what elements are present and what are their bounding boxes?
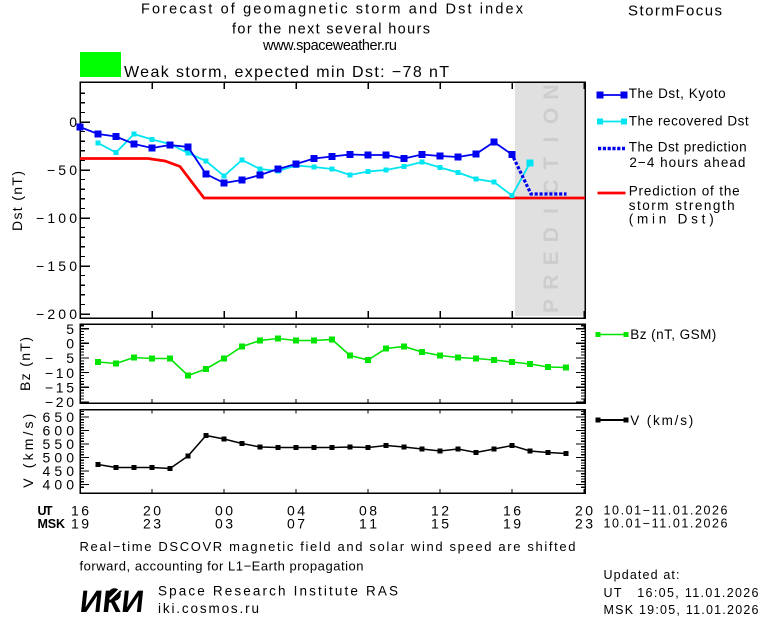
svg-text:UT 16:05, 11.01.2026: UT 16:05, 11.01.2026 [604, 586, 759, 600]
svg-text:5: 5 [66, 321, 74, 337]
svg-text:StormFocus: StormFocus [628, 3, 722, 20]
svg-text:The Dst, Kyoto: The Dst, Kyoto [629, 86, 726, 101]
svg-text:storm strength: storm strength [629, 198, 735, 213]
svg-text:for the next several hours: for the next several hours [232, 21, 430, 37]
svg-text:Space Research Institute RAS: Space Research Institute RAS [158, 584, 398, 599]
svg-text:I: I [540, 208, 563, 214]
svg-text:UT: UT [38, 504, 53, 518]
svg-text:−20: −20 [45, 394, 74, 410]
svg-text:www.spaceweather.ru: www.spaceweather.ru [262, 38, 397, 54]
svg-text:−50: −50 [47, 162, 77, 178]
svg-text:T: T [540, 157, 563, 170]
svg-text:2−4 hours ahead: 2−4 hours ahead [629, 155, 745, 170]
svg-text:C: C [540, 180, 563, 195]
svg-text:V (km/s): V (km/s) [630, 413, 693, 428]
svg-text:MSK 19:05, 11.01.2026: MSK 19:05, 11.01.2026 [604, 603, 759, 617]
svg-text:10.01−11.01.2026: 10.01−11.01.2026 [604, 517, 728, 531]
svg-text:The recovered Dst: The recovered Dst [629, 114, 749, 129]
svg-text:0: 0 [69, 114, 77, 130]
svg-text:Dst (nT): Dst (nT) [9, 171, 25, 231]
svg-text:O: O [540, 108, 563, 124]
svg-text:iki.cosmos.ru: iki.cosmos.ru [158, 601, 259, 616]
svg-text:R: R [540, 275, 563, 290]
svg-text:Weak storm, expected min Dst:: Weak storm, expected min Dst: −78 nT [124, 64, 449, 81]
svg-text:400: 400 [43, 477, 75, 493]
svg-text:0: 0 [66, 336, 74, 352]
svg-text:−10: −10 [45, 365, 74, 381]
svg-text:E: E [540, 251, 563, 265]
svg-text:10.01−11.01.2026: 10.01−11.01.2026 [604, 504, 728, 518]
svg-text:−15: −15 [45, 379, 74, 395]
svg-text:P: P [540, 299, 563, 313]
svg-text:Bz (nT, GSM): Bz (nT, GSM) [630, 327, 716, 342]
svg-text:N: N [540, 84, 563, 99]
svg-text:forward, accounting for L1−Ear: forward, accounting for L1−Earth propaga… [80, 558, 364, 573]
svg-text:MSK: MSK [38, 517, 66, 531]
svg-text:Bz (nT): Bz (nT) [17, 337, 33, 391]
svg-text:Prediction of the: Prediction of the [629, 184, 740, 199]
svg-text:Real−time DSCOVR magnetic fiel: Real−time DSCOVR magnetic field and sola… [80, 539, 576, 554]
svg-text:The Dst prediction: The Dst prediction [629, 140, 747, 155]
svg-text:D: D [540, 227, 563, 242]
svg-text:(min Dst): (min Dst) [629, 212, 714, 227]
svg-text:I: I [540, 137, 563, 143]
svg-text:V (km/s): V (km/s) [20, 414, 36, 488]
